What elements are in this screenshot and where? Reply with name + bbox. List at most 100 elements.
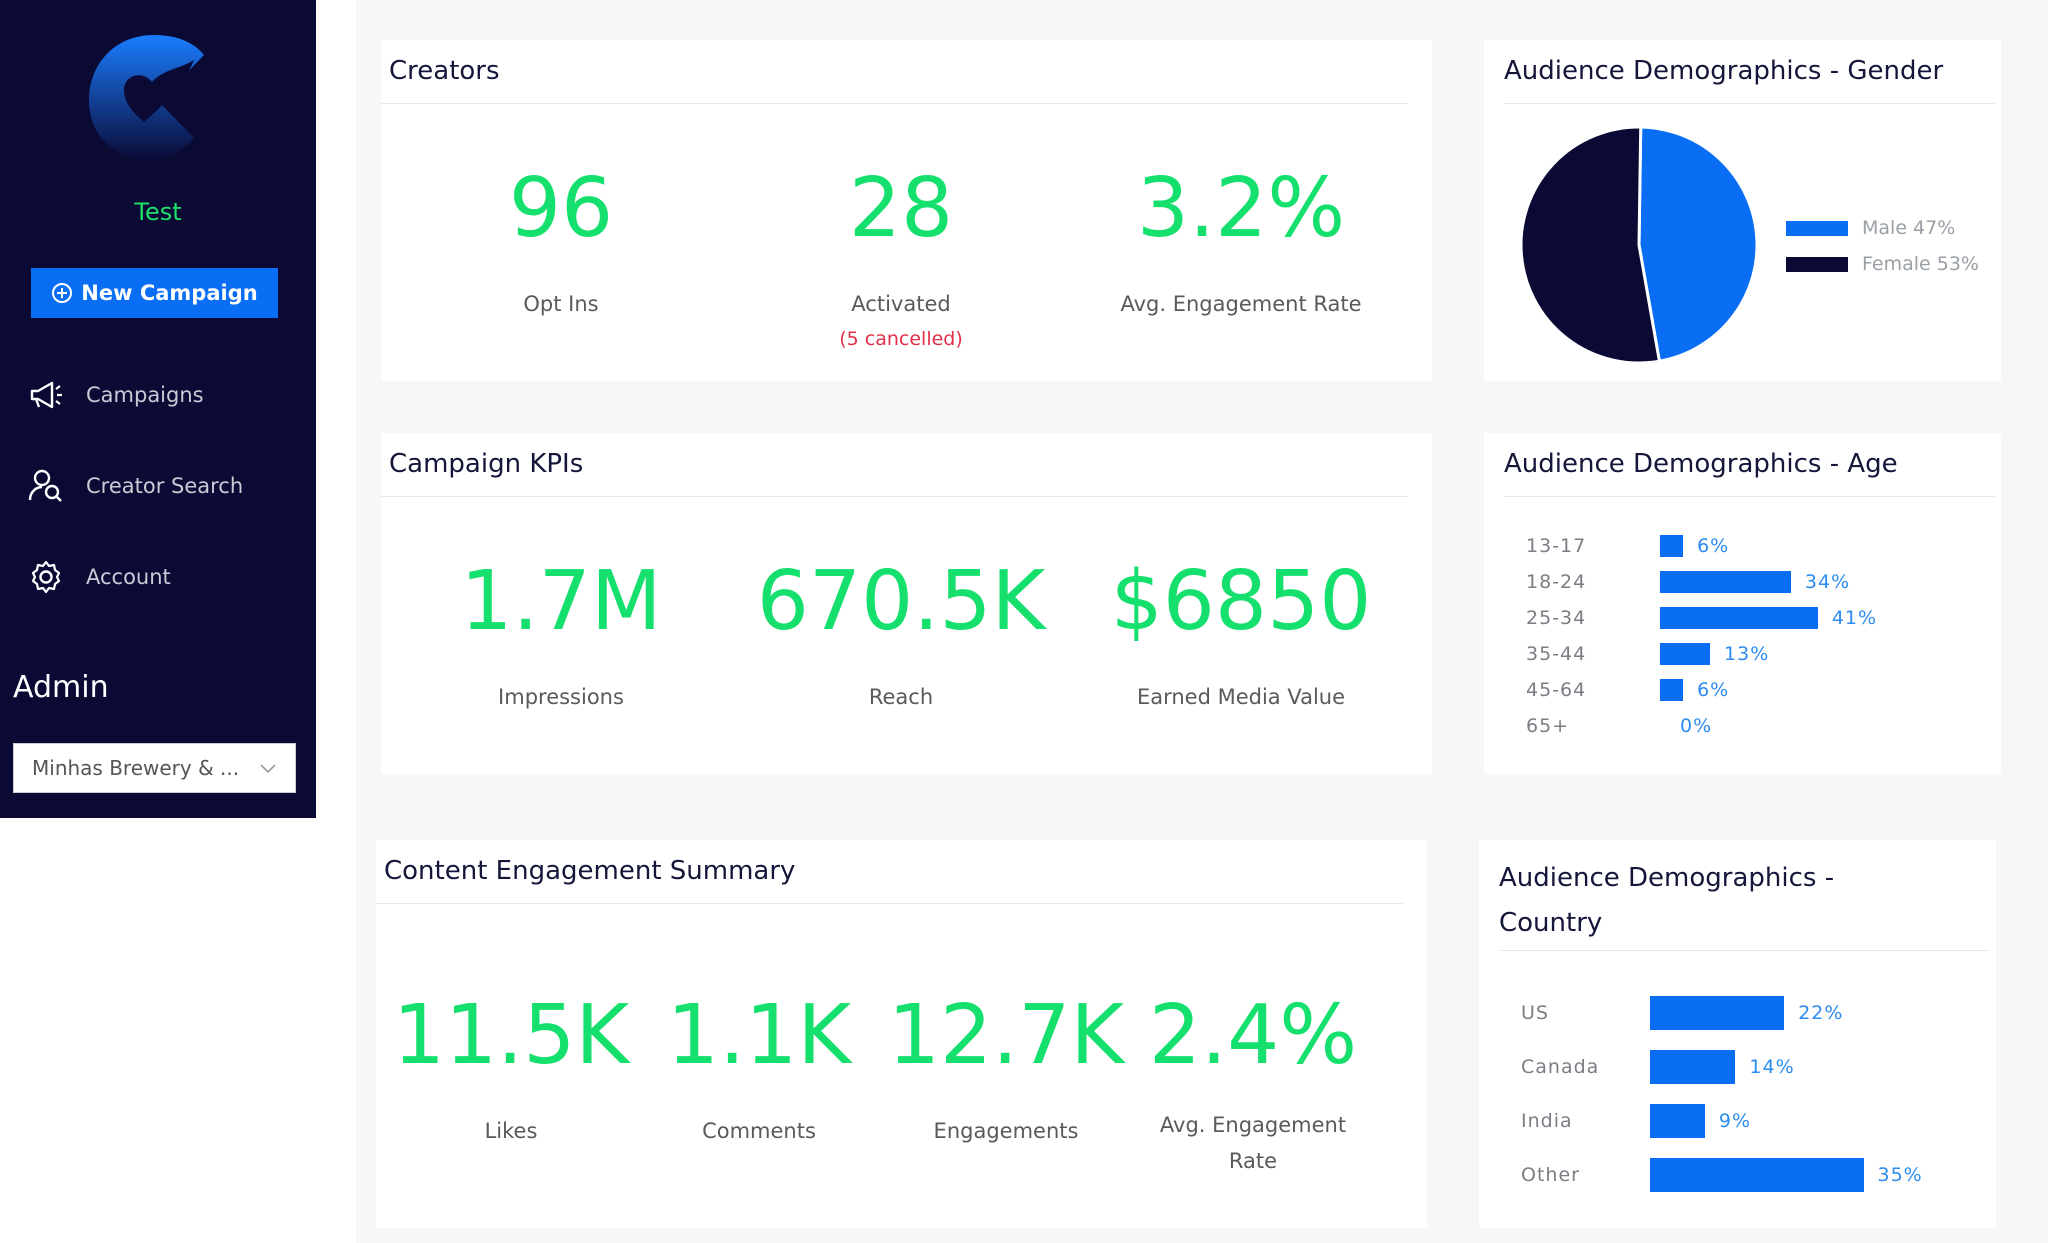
bar-category-label: 45-64 xyxy=(1526,679,1587,701)
stat-opt-ins: 96 Opt Ins xyxy=(381,161,741,317)
legend-label: Male 47% xyxy=(1862,217,1956,239)
nav-item-campaigns[interactable]: Campaigns xyxy=(28,371,204,419)
gear-icon xyxy=(31,560,61,594)
bar-category-label: 13-17 xyxy=(1526,535,1587,557)
divider xyxy=(381,103,1408,104)
bar-category-label: India xyxy=(1521,1110,1573,1132)
sidebar: Test New Campaign Campaigns Creator Sear… xyxy=(0,0,316,818)
stat-label: Reach xyxy=(868,685,934,709)
plus-circle-icon xyxy=(52,283,73,303)
stat-likes: 11.5K Likes xyxy=(386,988,636,1144)
stat-avg-engagement-rate: 3.2% Avg. Engagement Rate xyxy=(1061,168,1421,317)
nav-item-account[interactable]: Account xyxy=(28,553,171,601)
country-card: Audience Demographics - Country US 22% Can… xyxy=(1479,840,1996,1228)
bar-india xyxy=(1650,1104,1705,1138)
bar-value-label: 41% xyxy=(1831,607,1878,629)
empty-area xyxy=(0,818,356,1243)
stat-value: $6850 xyxy=(1110,554,1372,649)
card-title: Content Engagement Summary xyxy=(384,856,796,886)
card-title: Audience Demographics - Country xyxy=(1499,863,1835,938)
cancelled-note: (5 cancelled) xyxy=(839,328,963,350)
nav-label-campaigns: Campaigns xyxy=(86,383,204,407)
stat-label: Avg. Engagement Rate xyxy=(1159,1113,1347,1173)
bar-value-label: 34% xyxy=(1804,571,1851,593)
new-campaign-label: New Campaign xyxy=(81,281,258,305)
card-title: Creators xyxy=(389,56,500,86)
bar-category-label: Other xyxy=(1521,1164,1580,1186)
legend-swatch-female xyxy=(1786,256,1848,272)
stat-impressions: 1.7M Impressions xyxy=(381,554,741,710)
stat-label: Avg. Engagement Rate xyxy=(1120,292,1362,316)
bar-value-label: 13% xyxy=(1724,643,1770,665)
bar-category-label: US xyxy=(1521,1002,1549,1024)
organization-select-value: Minhas Brewery & ... xyxy=(32,756,240,780)
divider xyxy=(1504,103,1995,104)
chevron-down-icon xyxy=(260,764,276,774)
bar-category-label: 65+ xyxy=(1526,715,1570,737)
stat-avg-engagement-rate: 2.4% Avg. Engagement Rate xyxy=(1128,995,1378,1179)
megaphone-icon xyxy=(30,381,62,409)
admin-label: Admin xyxy=(13,670,109,705)
bar-18-24 xyxy=(1660,571,1791,593)
stat-value: 1.1K xyxy=(666,988,852,1083)
stat-earned-media-value: $6850 Earned Media Value xyxy=(1061,554,1421,710)
bar-canada xyxy=(1650,1050,1736,1084)
stat-label: Opt Ins xyxy=(523,292,599,316)
stat-label: Impressions xyxy=(498,685,624,709)
bar-35-44 xyxy=(1660,643,1711,665)
bar-value-label: 14% xyxy=(1749,1056,1795,1078)
stat-engagements: 12.7K Engagements xyxy=(881,988,1131,1144)
stat-label: Engagements xyxy=(933,1119,1079,1143)
gender-card: Audience Demographics - Gender Male 47% … xyxy=(1484,40,2001,381)
nav-label-creator-search: Creator Search xyxy=(86,474,244,498)
stat-value: 11.5K xyxy=(392,988,630,1083)
stat-label: Activated xyxy=(851,292,951,316)
bar-13-17 xyxy=(1660,535,1684,557)
stat-value: 12.7K xyxy=(887,988,1125,1083)
bar-category-label: 35-44 xyxy=(1526,643,1587,665)
bar-value-label: 6% xyxy=(1697,679,1730,701)
pie-slice-female xyxy=(1519,125,1662,365)
campaign-kpis-card: Campaign KPIs 1.7M Impressions 670.5K Re… xyxy=(381,433,1432,774)
bar-category-label: 18-24 xyxy=(1526,571,1587,593)
brand-name: Test xyxy=(134,198,182,226)
divider xyxy=(1504,496,1995,497)
bar-us xyxy=(1650,996,1785,1030)
stat-value: 670.5K xyxy=(756,554,1046,649)
stat-label: Comments xyxy=(702,1119,816,1143)
stat-value: 1.7M xyxy=(460,554,662,649)
stat-value: 2.4% xyxy=(1148,988,1358,1083)
user-search-icon xyxy=(28,469,62,502)
pie-slice-male xyxy=(1637,125,1759,363)
divider xyxy=(381,496,1408,497)
brand-logo-icon xyxy=(89,35,204,160)
bar-25-34 xyxy=(1660,607,1818,629)
nav-item-creator-search[interactable]: Creator Search xyxy=(28,462,243,510)
card-title: Audience Demographics - Gender xyxy=(1504,56,1944,86)
bar-value-label: 35% xyxy=(1877,1164,1923,1186)
bar-category-label: 25-34 xyxy=(1526,607,1587,629)
legend-female: Female 53% xyxy=(1786,253,1979,275)
legend-male: Male 47% xyxy=(1786,217,1955,239)
stat-activated: 28 Activated (5 cancelled) xyxy=(721,168,1081,351)
bar-value-label: 9% xyxy=(1718,1110,1752,1132)
bar-value-label: 22% xyxy=(1798,1002,1844,1024)
stat-value: 96 xyxy=(508,161,614,256)
new-campaign-button[interactable]: New Campaign xyxy=(31,268,278,318)
nav-label-account: Account xyxy=(86,565,171,589)
bar-category-label: Canada xyxy=(1521,1056,1600,1078)
legend-label: Female 53% xyxy=(1862,253,1979,275)
divider xyxy=(376,903,1403,904)
bar-value-label: 0% xyxy=(1680,715,1713,737)
content-engagement-card: Content Engagement Summary 11.5K Likes 1… xyxy=(376,840,1427,1228)
stat-label: Likes xyxy=(484,1119,538,1143)
bar-45-64 xyxy=(1660,679,1684,701)
stat-comments: 1.1K Comments xyxy=(634,988,884,1144)
card-title: Audience Demographics - Age xyxy=(1504,449,1898,479)
card-title: Campaign KPIs xyxy=(389,449,584,479)
age-card: Audience Demographics - Age 13-17 6% 18-24… xyxy=(1484,433,2001,774)
organization-select[interactable]: Minhas Brewery & ... xyxy=(13,743,296,793)
legend-swatch-male xyxy=(1786,220,1848,236)
bar-other xyxy=(1650,1158,1864,1192)
sidebar-gutter xyxy=(316,0,356,818)
